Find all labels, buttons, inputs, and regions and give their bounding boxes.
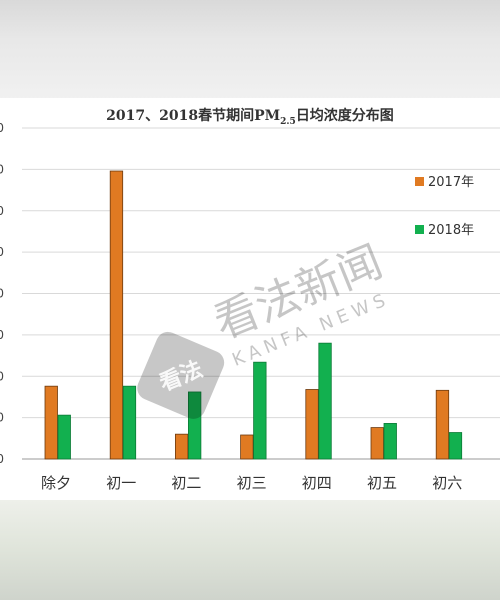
legend: 2017年 2018年 <box>415 175 474 238</box>
bar <box>253 361 267 460</box>
watermark-badge: 看法 <box>137 331 225 419</box>
y-tick-label: 100 <box>0 369 4 383</box>
legend-swatch <box>415 225 424 234</box>
x-tick-label: 初四 <box>302 474 332 492</box>
x-tick-label: 除夕 <box>41 474 71 492</box>
bars <box>44 170 463 460</box>
chart-title: 2017、2018春节期间PM2.5日均浓度分布图 <box>106 107 394 127</box>
y-axis-ticks: 0 50 100 150 200 250 300 350 400 <box>0 121 4 466</box>
y-tick-label: 400 <box>0 121 4 135</box>
x-tick-label: 初五 <box>367 474 397 492</box>
y-tick-label: 200 <box>0 287 4 301</box>
bar <box>122 385 137 460</box>
bar <box>318 342 332 460</box>
blurred-background-bottom <box>0 500 500 600</box>
legend-label: 2018年 <box>428 223 474 238</box>
y-tick-label: 300 <box>0 204 4 218</box>
y-tick-label: 350 <box>0 162 4 176</box>
y-tick-label: 250 <box>0 245 4 259</box>
x-tick-label: 初一 <box>106 474 136 492</box>
y-tick-label: 0 <box>0 452 4 466</box>
legend-label: 2017年 <box>428 175 474 190</box>
pm25-bar-chart: 2017、2018春节期间PM2.5日均浓度分布图 0 50 100 150 200 25… <box>0 107 500 492</box>
legend-swatch <box>415 177 424 186</box>
x-tick-label: 初三 <box>237 474 267 492</box>
x-tick-label: 初六 <box>432 474 462 492</box>
y-tick-label: 150 <box>0 328 4 342</box>
bar <box>383 423 397 460</box>
y-tick-label: 50 <box>0 411 4 425</box>
bar <box>57 414 71 460</box>
bar <box>305 389 319 460</box>
blurred-background-top <box>0 0 500 100</box>
bar <box>187 391 202 460</box>
bar <box>240 434 254 460</box>
bar <box>109 170 124 460</box>
chart-panel: 2017、2018春节期间PM2.5日均浓度分布图 0 50 100 150 200 25… <box>0 98 500 500</box>
bar <box>448 432 463 460</box>
bar <box>435 389 450 460</box>
x-axis-ticks: 除夕初一初二初三初四初五初六平 <box>41 474 462 492</box>
x-tick-label: 初二 <box>171 474 201 492</box>
bar <box>370 427 384 460</box>
bar <box>44 385 58 460</box>
gridlines <box>22 127 500 460</box>
bar <box>174 433 189 460</box>
